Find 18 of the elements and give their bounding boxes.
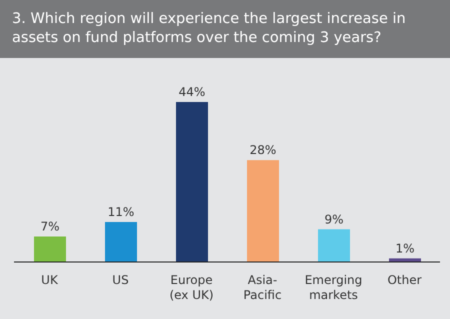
bar <box>176 102 208 262</box>
data-label: 1% <box>395 241 415 256</box>
data-label: 28% <box>250 143 276 158</box>
x-tick-label: Asia- Pacific <box>243 273 282 302</box>
bar <box>247 160 279 262</box>
x-tick-label: Emerging markets <box>304 273 362 302</box>
chart-title: 3. Which region will experience the largest increase in assets on fund platforms over the coming 3 years? <box>0 0 450 58</box>
bar <box>318 229 350 262</box>
data-label: 11% <box>108 205 134 219</box>
data-label: 7% <box>40 220 60 234</box>
data-label: 44% <box>178 85 206 99</box>
x-tick-label: Other <box>387 273 422 287</box>
bar <box>105 222 137 262</box>
bar <box>34 236 66 262</box>
x-tick-label: US <box>112 273 129 287</box>
data-label: 9% <box>324 212 344 226</box>
x-tick-label: UK <box>41 273 59 287</box>
x-tick-label: Europe (ex UK) <box>169 273 214 302</box>
